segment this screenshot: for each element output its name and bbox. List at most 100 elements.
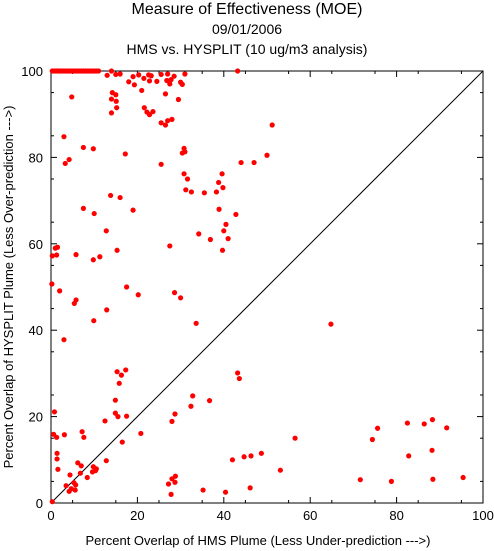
data-point: [54, 244, 61, 250]
data-point: [165, 118, 171, 124]
data-point: [168, 491, 174, 497]
data-point: [292, 435, 298, 441]
data-point: [247, 485, 253, 491]
data-point: [90, 257, 96, 263]
data-point: [80, 144, 86, 151]
data-point: [168, 77, 174, 83]
data-point: [216, 206, 222, 212]
diagonal-line: [50, 70, 484, 504]
data-point: [115, 414, 121, 420]
data-point: [175, 96, 182, 103]
data-point: [369, 436, 376, 443]
data-point: [124, 284, 130, 290]
data-point: [406, 453, 412, 459]
data-point: [184, 176, 191, 182]
data-point: [72, 487, 78, 493]
data-point: [89, 469, 96, 475]
data-point: [222, 489, 229, 495]
data-point: [165, 71, 171, 77]
data-point: [79, 429, 85, 435]
data-point: [91, 210, 97, 217]
data-point: [66, 488, 72, 494]
data-point: [108, 192, 114, 199]
data-point: [167, 81, 173, 87]
data-point: [248, 453, 254, 459]
data-point: [172, 479, 178, 485]
data-point: [49, 253, 55, 259]
data-point: [148, 73, 154, 79]
chart-title: Measure of Effectiveness (MOE): [131, 1, 363, 18]
data-point: [236, 375, 242, 382]
data-point: [114, 369, 120, 375]
data-point: [78, 463, 84, 469]
data-point: [167, 243, 173, 249]
data-point: [181, 171, 187, 177]
data-point: [54, 450, 60, 456]
data-point: [118, 372, 125, 378]
x-axis-label: Percent Overlap of HMS Plume (Less Under…: [86, 533, 431, 548]
y-tick-label: 0: [36, 496, 43, 511]
data-point: [103, 458, 109, 464]
data-point: [219, 247, 226, 253]
data-point: [178, 295, 184, 301]
data-point: [113, 71, 119, 78]
x-tick-label: 100: [472, 508, 494, 523]
data-point: [61, 337, 67, 343]
data-point: [421, 421, 427, 427]
data-point: [206, 398, 213, 404]
chart-subtitle: HMS vs. HYSPLIT (10 ug/m3 analysis): [126, 41, 368, 57]
data-point: [49, 499, 55, 505]
x-tick-label: 40: [217, 508, 231, 523]
data-point: [112, 397, 118, 403]
data-point: [190, 393, 196, 399]
data-point: [328, 321, 334, 327]
data-point: [429, 417, 436, 423]
data-point: [55, 466, 61, 472]
data-point: [62, 160, 68, 167]
data-point: [57, 288, 63, 294]
data-point: [429, 447, 435, 453]
data-point: [61, 432, 67, 438]
data-point: [388, 478, 395, 484]
data-point: [117, 71, 123, 77]
data-point: [104, 307, 110, 313]
x-tick-label: 60: [303, 508, 317, 523]
data-point: [139, 87, 145, 94]
data-point: [430, 476, 436, 482]
plot-frame: [50, 70, 484, 504]
data-point: [84, 474, 90, 481]
data-point: [169, 418, 175, 424]
data-point: [251, 159, 257, 166]
data-point: [171, 290, 178, 296]
data-point: [90, 146, 96, 152]
data-point: [264, 152, 270, 158]
data-point: [219, 171, 225, 177]
x-tick-label: 20: [130, 508, 144, 523]
data-point: [229, 457, 236, 463]
data-point: [124, 413, 130, 419]
data-point: [183, 187, 189, 193]
data-point: [235, 68, 241, 74]
data-point: [460, 474, 466, 481]
data-point: [130, 207, 136, 213]
data-point: [193, 320, 199, 326]
data-point: [113, 92, 119, 98]
x-tick-label: 0: [47, 508, 54, 523]
data-point: [220, 185, 226, 191]
data-point: [63, 483, 69, 489]
data-point: [146, 112, 153, 118]
data-point: [73, 482, 79, 488]
data-point: [131, 82, 137, 88]
axis-ticks: 0 20 40 60 80 100 0 20 40 60 80 100: [21, 64, 494, 523]
data-point: [223, 221, 229, 227]
data-point: [122, 151, 128, 157]
data-point: [241, 454, 247, 460]
data-point: [130, 74, 136, 80]
data-point: [404, 420, 410, 426]
data-point: [61, 134, 67, 140]
data-point: [162, 122, 169, 128]
data-point: [75, 460, 81, 466]
data-point: [51, 409, 58, 415]
data-point: [73, 297, 79, 303]
